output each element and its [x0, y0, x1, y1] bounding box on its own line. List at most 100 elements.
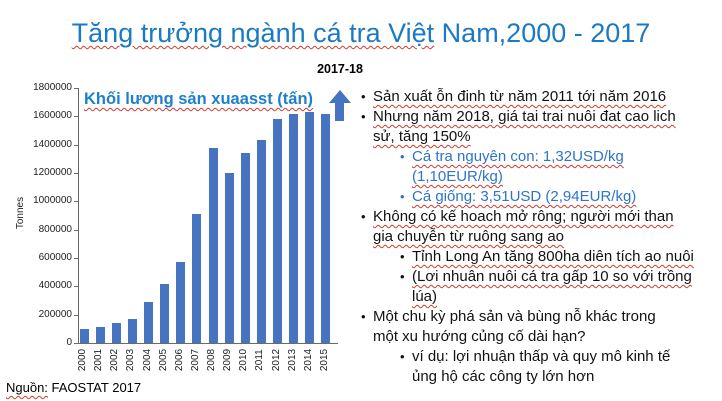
x-tick-label-2011: 2011	[254, 349, 266, 371]
bullet-text: Tỉnh Long An tăng 800ha diên tích ao nuô…	[412, 247, 694, 267]
plot-area	[78, 88, 338, 344]
chart-title: Khối lương sản xuaasst (tấn)	[84, 90, 314, 108]
slide-title-suffix: Nam,2000 - 2017	[434, 18, 651, 48]
x-tick-label-2007: 2007	[189, 348, 201, 372]
bullet-line: sử, tăng 150%	[373, 128, 471, 145]
x-tick-label-2008: 2008	[206, 348, 217, 372]
y-tick-mark	[74, 286, 78, 288]
bullet-text: Cá tra nguyên con: 1,32USD/kg (1,10EUR/kg…	[412, 147, 624, 187]
y-axis-title: Tonnes	[15, 196, 26, 230]
bullet-marker: •	[400, 269, 405, 284]
bullet-item: • Cá tra nguyên con: 1,32USD/kg (1,10EUR/k…	[355, 147, 719, 187]
bullet-list: • Sản xuất ỗn đinh từ năm 2011 tới năm 20…	[355, 87, 719, 387]
y-tick-mark	[74, 229, 78, 231]
x-tick-label-2013: 2013	[286, 348, 298, 372]
x-tick-label-2005: 2005	[157, 348, 169, 372]
bullet-text: Nhưng năm 2018, giá tai trai nuôi đat ca…	[373, 107, 676, 147]
bar-2005	[160, 283, 170, 343]
y-tick-label: 400000	[38, 280, 72, 292]
bullet-marker: •	[400, 149, 405, 164]
x-tick-label-2010: 2010	[238, 348, 250, 372]
y-tick-label: 1200000	[33, 167, 72, 178]
y-tick-label: 1400000	[33, 138, 72, 150]
bullet-line: Cá tra nguyên con: 1,32USD/kg	[412, 148, 624, 165]
x-tick-label-2002: 2002	[109, 348, 121, 372]
bullet-line: Tỉnh Long An tăng 800ha diên tích ao nuô…	[412, 248, 694, 265]
x-tick-label-2003: 2003	[125, 348, 137, 372]
bullet-text: Một chu kỳ phá sản và bùng nỗ khác trong…	[373, 307, 656, 347]
x-tick-label-2006: 2006	[173, 348, 185, 372]
bar-2015	[321, 113, 331, 343]
bullet-text: Cá giống: 3,51USD (2,94EUR/kg)	[412, 187, 636, 207]
y-tick-mark	[74, 314, 78, 316]
annotation-2017-18: 2017-18	[317, 62, 363, 76]
bar-2010	[240, 153, 250, 343]
up-arrow-head	[329, 90, 351, 103]
bullet-item: • Cá giống: 3,51USD (2,94EUR/kg)	[355, 187, 719, 207]
bullet-item: • ví dụ: lợi nhuận thấp và quy mô kinh tế…	[355, 347, 719, 387]
x-tick-label-2014: 2014	[302, 348, 314, 372]
bullet-item: • Nhưng năm 2018, giá tai trai nuôi đat c…	[355, 107, 719, 147]
bullet-line: ví dụ: lợi nhuận thấp và quy mô kinh tế	[412, 348, 671, 365]
bar-2001	[95, 327, 105, 343]
x-tick-label-2001: 2001	[93, 348, 105, 372]
y-tick-label: 0	[66, 337, 72, 348]
up-arrow-stem	[335, 102, 344, 121]
bullet-line: ủng hộ các công ty lớn hơn	[412, 368, 595, 385]
bullet-marker: •	[361, 109, 366, 124]
bar-2000	[79, 328, 89, 343]
y-tick-mark	[74, 173, 78, 174]
y-tick-label: 200000	[38, 308, 72, 320]
bullet-item: • Sản xuất ỗn đinh từ năm 2011 tới năm 20…	[355, 87, 719, 107]
x-tick-label-2000: 2000	[77, 348, 88, 372]
bullet-marker: •	[361, 209, 366, 224]
bullet-marker: •	[400, 349, 405, 364]
bullet-text: ví dụ: lợi nhuận thấp và quy mô kinh tế ủ…	[412, 347, 670, 387]
bullet-item: • (Lơi nhuân nuôi cá tra gấp 10 so với tr…	[355, 267, 719, 307]
y-tick-mark	[74, 88, 78, 89]
y-tick-mark	[74, 201, 78, 203]
bullet-text: Sản xuất ỗn đinh từ năm 2011 tới năm 201…	[373, 87, 666, 107]
bullet-text: Không có kế hoach mở rông; người mới tha…	[373, 207, 674, 247]
y-tick-mark	[74, 258, 78, 259]
x-tick-label-2012: 2012	[270, 348, 282, 372]
bar-2004	[144, 301, 153, 343]
bullet-line: (Lơi nhuân nuôi cá tra gấp 10 so với trồ…	[412, 268, 692, 285]
bar-2007	[192, 214, 202, 343]
bullet-line: một xu hướng củng cố dài hạn?	[373, 328, 586, 345]
bullet-text: (Lơi nhuân nuôi cá tra gấp 10 so với trồ…	[412, 267, 692, 307]
bullet-item: • Tỉnh Long An tăng 800ha diên tích ao nu…	[355, 247, 719, 267]
x-tick-label-2004: 2004	[141, 348, 153, 372]
bullet-line: gia chuyễn từ ruông sang ao	[373, 228, 565, 245]
bullet-item: • Một chu kỳ phá sản và bùng nỗ khác tron…	[355, 307, 719, 347]
bullet-marker: •	[400, 189, 405, 204]
bar-2002	[111, 323, 121, 343]
bullet-marker: •	[361, 89, 366, 104]
bullet-marker: •	[361, 309, 366, 324]
bar-2014	[305, 112, 315, 343]
bar-2003	[127, 318, 137, 343]
bullet-line: Sản xuất ỗn đinh từ năm 2011 tới năm 201…	[373, 88, 667, 105]
y-tick-mark	[74, 116, 78, 118]
bullet-line: Nhưng năm 2018, giá tai trai nuôi đat ca…	[373, 108, 676, 125]
bar-2009	[224, 173, 234, 343]
y-tick-label: 800000	[38, 223, 72, 235]
bar-2012	[273, 119, 282, 343]
y-tick-label: 1000000	[33, 195, 72, 207]
source-value: FAOSTAT 2017	[47, 380, 142, 395]
bar-2008	[208, 147, 218, 343]
slide-title: Tăng trưởng ngành cá tra Việt Nam,2000 -…	[0, 18, 722, 49]
x-tick-label-2015: 2015	[318, 348, 330, 372]
y-tick-label: 1800000	[33, 82, 72, 93]
bullet-item: • Không có kế hoach mở rông; người mới th…	[355, 207, 719, 247]
source-note: Nguồn: FAOSTAT 2017	[6, 380, 141, 395]
y-tick-mark	[74, 343, 78, 344]
bar-2011	[256, 140, 266, 343]
bullet-line: Cá giống: 3,51USD (2,94EUR/kg)	[412, 188, 637, 205]
bar-2006	[176, 262, 186, 343]
source-label: Nguồn:	[6, 380, 48, 395]
bar-2013	[289, 113, 299, 343]
y-tick-label: 600000	[38, 252, 72, 263]
